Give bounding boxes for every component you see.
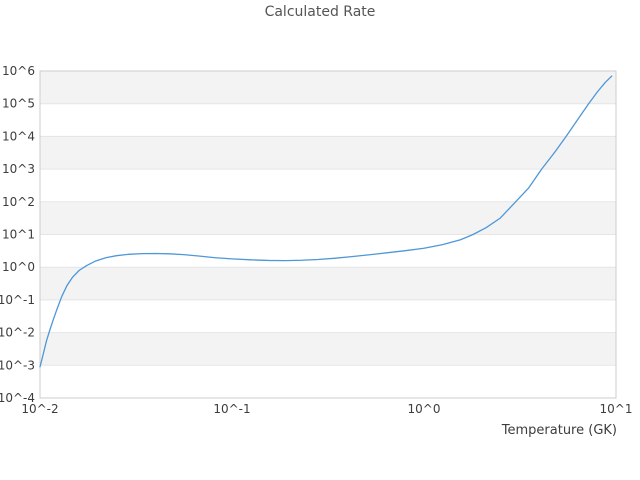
x-tick-label: 10^1 [600, 402, 633, 416]
y-tick-label: 10^0 [2, 260, 35, 274]
x-axis-label: Temperature (GK) [501, 423, 617, 438]
decade-band [40, 136, 616, 170]
plot-border [39, 70, 617, 399]
decade-band [40, 201, 616, 235]
chart-title: Calculated Rate [264, 4, 376, 20]
rate-curve [39, 75, 613, 368]
y-tick-label: 10^3 [2, 162, 35, 176]
x-tick-label: 10^0 [408, 402, 441, 416]
y-tick-label: 10^-2 [0, 326, 35, 340]
y-tick-label: 10^-4 [0, 391, 35, 405]
y-tick-label: 10^4 [2, 129, 35, 143]
x-tick-label: 10^-2 [21, 402, 58, 416]
y-tick-label: 10^-1 [0, 293, 35, 307]
x-tick-label: 10^-1 [213, 402, 250, 416]
y-tick-label: 10^5 [2, 97, 35, 111]
y-tick-label: 10^-3 [0, 358, 35, 372]
y-tick-label: 10^2 [2, 195, 35, 209]
decade-band [40, 71, 616, 104]
decade-band [40, 332, 616, 366]
decade-band [40, 267, 616, 300]
y-tick-label: 10^1 [2, 228, 35, 242]
y-tick-label: 10^6 [2, 64, 35, 78]
